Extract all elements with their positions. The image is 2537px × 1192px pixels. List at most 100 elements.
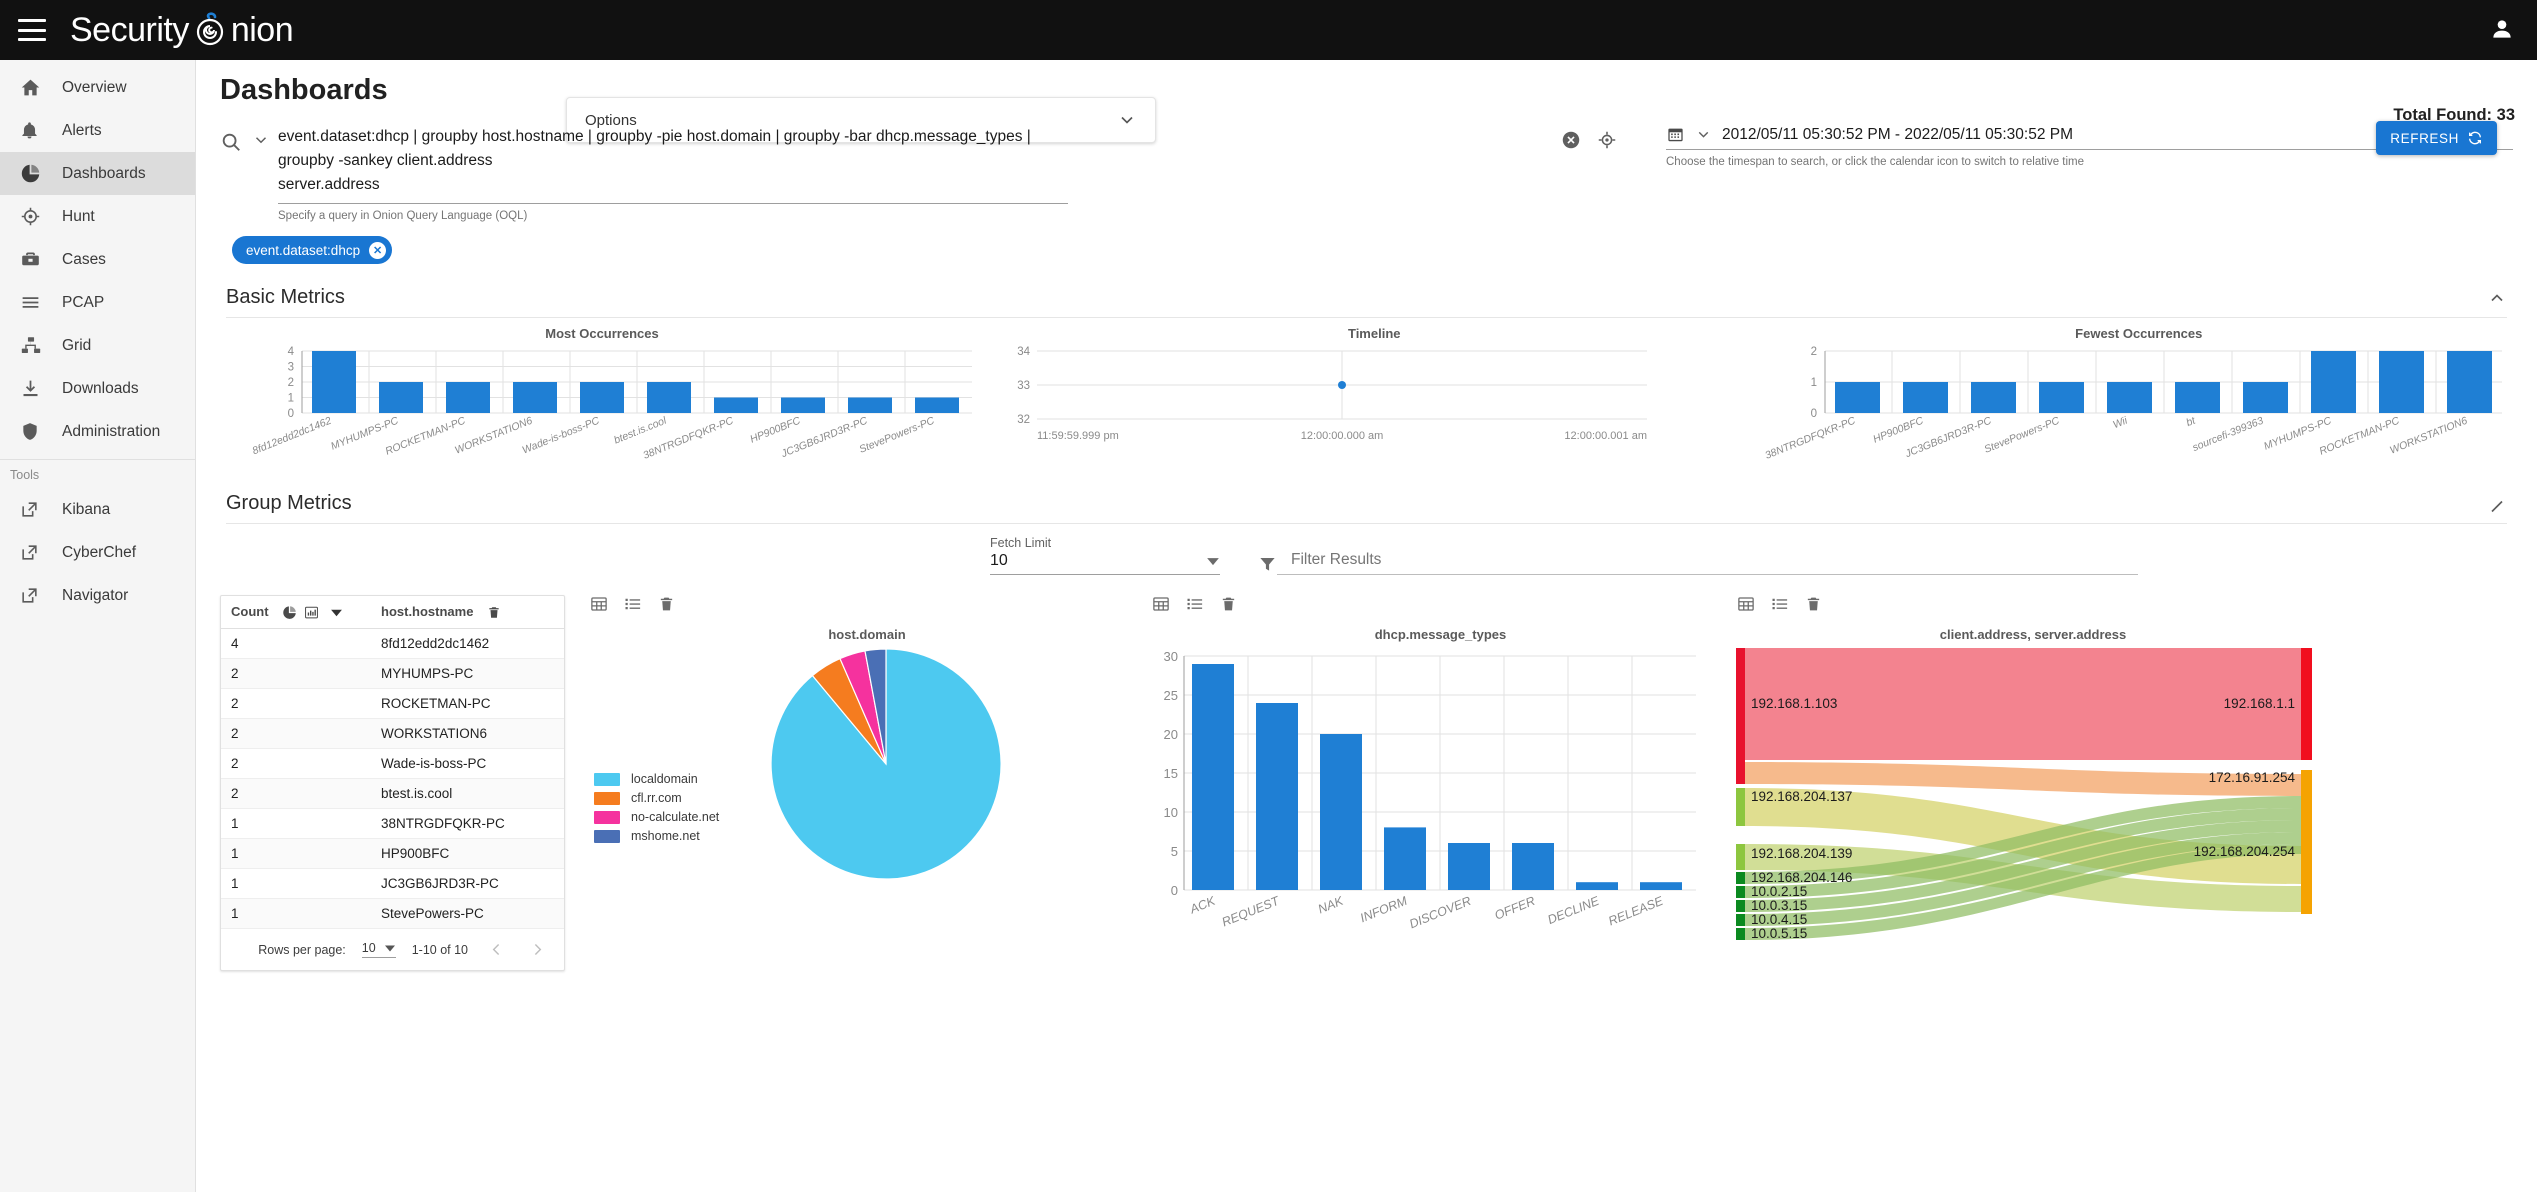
svg-text:StevePowers-PC: StevePowers-PC <box>857 415 936 456</box>
column-header-hostname[interactable]: host.hostname <box>371 596 564 630</box>
sankey-node <box>1736 872 1745 884</box>
chevron-left-icon[interactable] <box>484 941 509 958</box>
group-metrics-bar-panel: dhcp.message_types <box>1148 595 1733 971</box>
table-row[interactable]: 1 38NTRGDFQKR-PC <box>221 808 564 840</box>
list-icon[interactable] <box>1771 595 1789 613</box>
table-row[interactable]: 2 WORKSTATION6 <box>221 718 564 750</box>
crosshair-icon[interactable] <box>1596 129 1620 153</box>
bell-icon <box>20 120 48 142</box>
timeline-point <box>1338 381 1346 389</box>
search-icon[interactable] <box>220 131 242 153</box>
fetch-limit-value: 10 <box>990 552 1008 569</box>
time-chevron-icon[interactable] <box>1695 126 1712 143</box>
options-panel-toggle[interactable]: Options <box>566 97 1156 143</box>
app-header: Security nion <box>0 0 2537 60</box>
query-history-chevron-icon[interactable] <box>252 131 270 149</box>
table-row[interactable]: 2 Wade-is-boss-PC <box>221 748 564 780</box>
hamburger-icon[interactable] <box>18 19 46 41</box>
cell-count: 1 <box>221 898 371 930</box>
table-row[interactable]: 2 MYHUMPS-PC <box>221 658 564 690</box>
bar-chart-icon[interactable] <box>304 605 319 620</box>
svg-text:34: 34 <box>1017 346 1030 358</box>
svg-text:bt: bt <box>2184 414 2198 429</box>
svg-text:15: 15 <box>1164 766 1178 781</box>
chart-title: dhcp.message_types <box>1374 627 1507 642</box>
rows-per-page-select[interactable]: 10 <box>361 941 396 959</box>
dhcp-message-types-plot[interactable]: 30 25 20 15 10 5 0 <box>1148 646 1708 946</box>
legend-swatch <box>594 791 620 805</box>
sidebar-item-alerts[interactable]: Alerts <box>0 109 195 152</box>
fetch-limit-control[interactable]: Fetch Limit 10 <box>990 536 1220 575</box>
host-domain-pie[interactable] <box>766 646 1066 896</box>
trash-icon[interactable] <box>487 605 501 620</box>
fewest-occurrences-plot[interactable]: 2 1 0 <box>1757 345 2517 470</box>
calendar-icon[interactable] <box>1666 125 1685 144</box>
chevron-up-icon[interactable] <box>2487 288 2507 308</box>
sankey-source-nodes <box>1736 648 1745 940</box>
table-row[interactable]: 1 HP900BFC <box>221 838 564 870</box>
table-icon[interactable] <box>1152 595 1170 613</box>
table-row[interactable]: 1 StevePowers-PC <box>221 898 564 930</box>
svg-text:8fd12edd2dc1462: 8fd12edd2dc1462 <box>251 415 334 458</box>
sankey-node <box>1736 844 1745 870</box>
table-row[interactable]: 2 btest.is.cool <box>221 778 564 810</box>
list-icon[interactable] <box>1186 595 1204 613</box>
sidebar-item-overview[interactable]: Overview <box>0 66 195 109</box>
sidebar-item-navigator[interactable]: Navigator <box>0 574 195 617</box>
sidebar-item-pcap[interactable]: PCAP <box>0 281 195 324</box>
sidebar-item-cases[interactable]: Cases <box>0 238 195 281</box>
account-icon[interactable] <box>2489 16 2515 42</box>
sidebar-item-downloads[interactable]: Downloads <box>0 367 195 410</box>
sidebar-divider <box>0 459 195 460</box>
cell-count: 2 <box>221 718 371 750</box>
time-range-picker[interactable]: 2012/05/11 05:30:52 PM - 2022/05/11 05:3… <box>1666 121 2513 168</box>
trash-icon[interactable] <box>1805 595 1822 613</box>
legend-item[interactable]: no-calculate.net <box>594 810 766 824</box>
column-label: Count <box>231 604 269 619</box>
svg-text:2: 2 <box>288 377 294 389</box>
hostname-count-table: Count <box>220 595 565 972</box>
legend-item[interactable]: mshome.net <box>594 829 766 843</box>
most-occurrences-plot[interactable]: 4 3 2 1 0 <box>212 345 992 470</box>
sidebar-item-kibana[interactable]: Kibana <box>0 488 195 531</box>
sidebar-item-grid[interactable]: Grid <box>0 324 195 367</box>
trash-icon[interactable] <box>1220 595 1237 613</box>
table-row[interactable]: 2 ROCKETMAN-PC <box>221 688 564 720</box>
clear-circle-icon[interactable] <box>1560 129 1584 153</box>
timeline-plot[interactable]: 34 33 32 11:59:59.999 pm 12:00:00.000 am 1… <box>992 345 1702 470</box>
table-icon[interactable] <box>1737 595 1755 613</box>
svg-text:12:00:00.000 am: 12:00:00.000 am <box>1301 430 1384 442</box>
chart-title: host.domain <box>828 627 906 642</box>
sidebar-item-administration[interactable]: Administration <box>0 410 195 453</box>
chevron-down-icon[interactable] <box>330 606 343 619</box>
filter-results-input-placeholder[interactable]: Filter Results <box>1277 551 2138 575</box>
sidebar: Overview Alerts Dashboards <box>0 60 196 1192</box>
close-icon[interactable]: ✕ <box>369 241 387 259</box>
sankey-link <box>1745 762 2301 796</box>
legend-swatch <box>594 829 620 843</box>
table-row[interactable]: 4 8fd12edd2dc1462 <box>221 628 564 660</box>
sidebar-item-label: Alerts <box>62 121 102 139</box>
chevron-right-icon[interactable] <box>525 941 550 958</box>
chevron-up-icon[interactable] <box>2487 494 2507 514</box>
sidebar-item-dashboards[interactable]: Dashboards <box>0 152 195 195</box>
svg-text:30: 30 <box>1164 649 1178 664</box>
fetch-limit-select[interactable]: 10 <box>990 552 1220 575</box>
sidebar-item-hunt[interactable]: Hunt <box>0 195 195 238</box>
legend-item[interactable]: cfl.rr.com <box>594 791 766 805</box>
pie-chart-icon[interactable] <box>282 605 297 620</box>
refresh-button[interactable]: REFRESH <box>2376 121 2497 155</box>
sidebar-item-cyberchef[interactable]: CyberChef <box>0 531 195 574</box>
filter-results-control[interactable]: Filter Results <box>1258 551 2138 575</box>
table-icon[interactable] <box>590 595 608 613</box>
legend-item[interactable]: localdomain <box>594 772 766 786</box>
trash-icon[interactable] <box>658 595 675 613</box>
filter-chip[interactable]: event.dataset:dhcp ✕ <box>232 236 393 264</box>
client-server-sankey[interactable]: 192.168.1.103 192.168.204.137 192.168.20… <box>1733 646 2318 946</box>
table-row[interactable]: 1 JC3GB6JRD3R-PC <box>221 868 564 900</box>
list-icon[interactable] <box>624 595 642 613</box>
svg-text:RELEASE: RELEASE <box>1606 894 1665 929</box>
query-input[interactable]: event.dataset:dhcp | groupby host.hostna… <box>278 125 1548 222</box>
svg-text:OFFER: OFFER <box>1493 894 1538 923</box>
column-header-count[interactable]: Count <box>221 596 371 630</box>
